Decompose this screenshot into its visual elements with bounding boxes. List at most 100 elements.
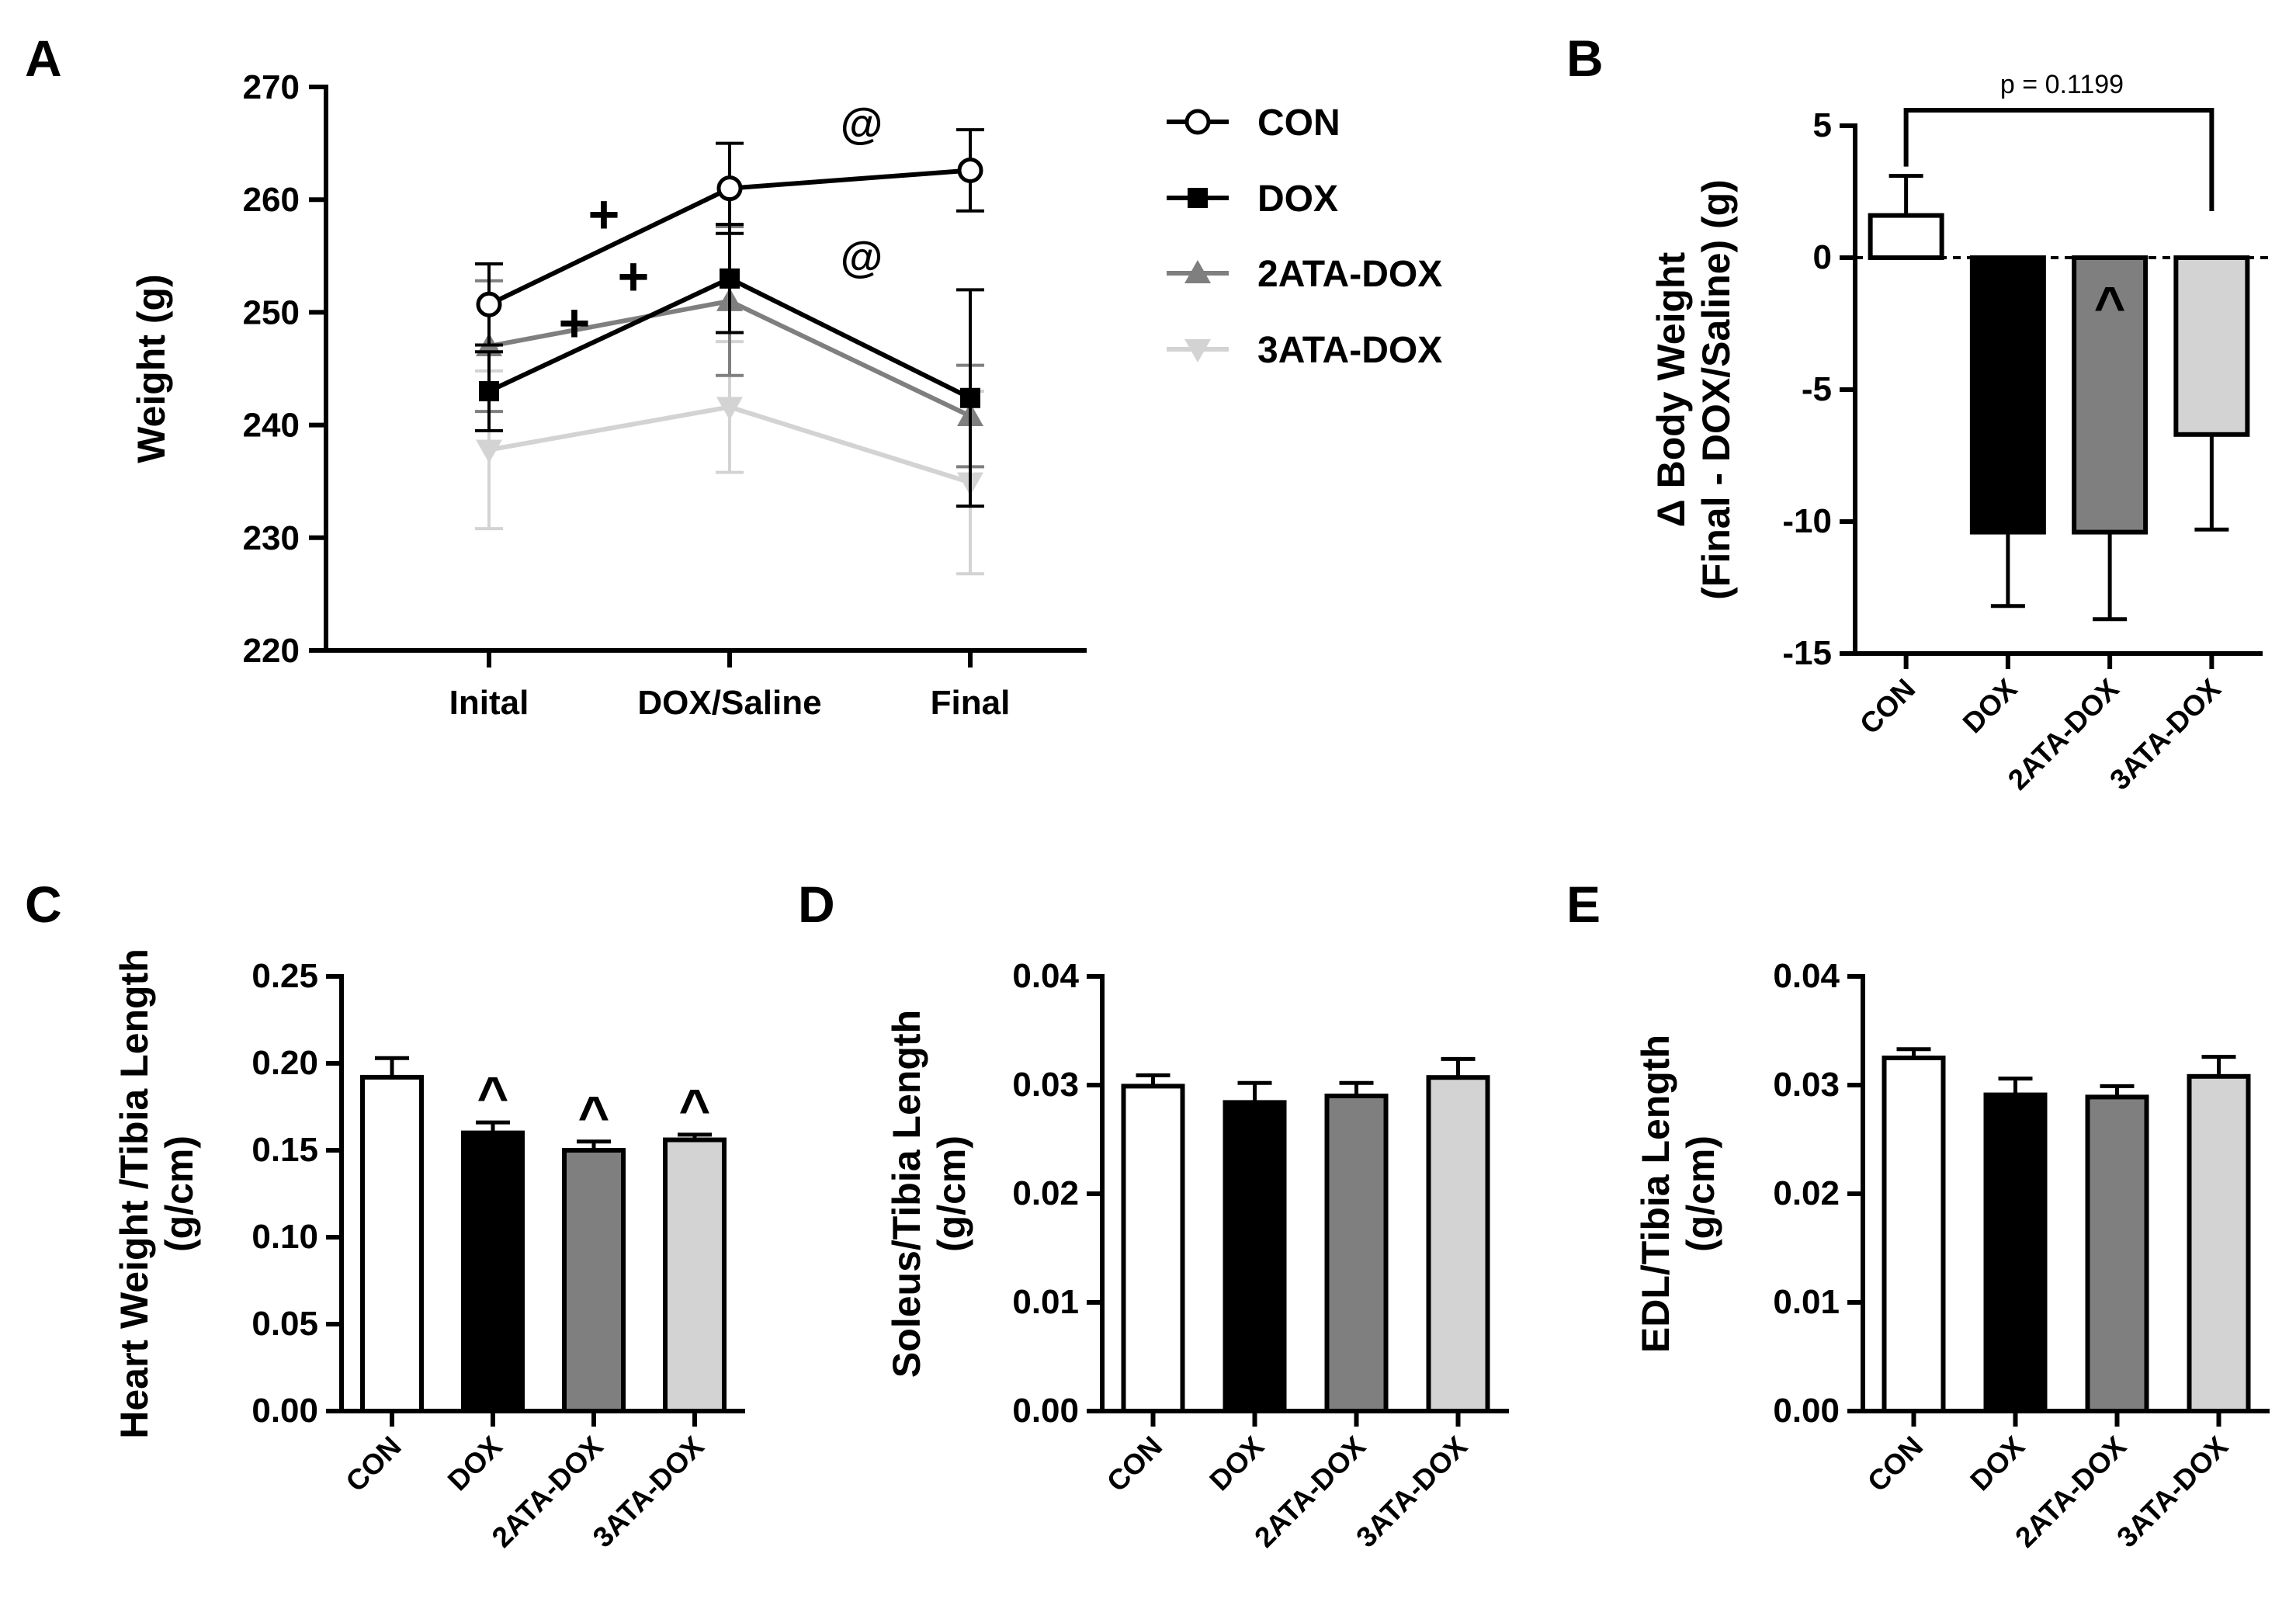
panel-a-y-tick-label: 270 [243, 68, 300, 106]
panel-b-y-tick-label: 5 [1813, 106, 1832, 144]
panel-a-y-tick-label: 220 [243, 632, 300, 670]
panel-d-x-tick-label: CON [1101, 1430, 1168, 1498]
panel-b-significance-bracket [1903, 108, 2214, 211]
panel-b-y-axis-label: Δ Body Weight(Final - DOX/Saline) (g) [1649, 179, 1738, 600]
panel-a-point-dox [479, 381, 499, 402]
panel-c-y-tick-label: 0.00 [251, 1392, 318, 1430]
panel-d-y-tick-label: 0.01 [1012, 1283, 1079, 1321]
panel-c-bar-con [360, 1074, 424, 1414]
panel-a-y-tick-label: 250 [243, 293, 300, 331]
panel-c-y-tick-label: 0.25 [251, 957, 318, 995]
panel-d-y-tick-label: 0.00 [1012, 1392, 1079, 1430]
panel-d-y-axis-label: Soleus/Tibia Length(g/cm) [885, 1010, 973, 1378]
panel-c-x-tick-label: CON [340, 1430, 408, 1498]
panel-b-significance-mark: ^ [1992, 276, 2024, 336]
panel-a-legend-marker [1184, 109, 1211, 135]
panel-c-y-axis-label-line: (g/cm) [158, 1136, 201, 1252]
panel-c-significance-mark: ^ [578, 1085, 610, 1146]
panel-a-label: A [25, 29, 62, 87]
panel-e-bar-dox [1983, 1092, 2048, 1413]
panel-c-y-tick-label: 0.15 [251, 1131, 318, 1169]
panel-c-bar-2ata-dox [562, 1148, 626, 1413]
panel-a-y-axis-label: Weight (g) [130, 274, 173, 463]
panel-a-point-con [957, 157, 983, 183]
panel-b-x-tick-label: CON [1854, 673, 1921, 740]
panel-e-y-tick-label: 0.02 [1773, 1174, 1840, 1212]
panel-c-bar-3ata-dox [663, 1137, 727, 1414]
panel-e-x-tick-label: DOX [1964, 1430, 2031, 1496]
panel-b-bar-3ata-dox [2173, 255, 2250, 437]
panel-a-annotation: + [588, 184, 620, 244]
panel-e-y-tick-label: 0.03 [1773, 1066, 1840, 1104]
panel-a-point-con [716, 175, 743, 202]
panel-d-label: D [798, 876, 835, 933]
panel-c-x-tick-label: 3ATA-DOX [587, 1430, 710, 1553]
panel-a-y-tick-label: 260 [243, 181, 300, 219]
panel-d-y-tick-label: 0.03 [1012, 1066, 1079, 1104]
panel-d-bar-dox [1223, 1100, 1287, 1414]
panel-c-label: C [25, 876, 62, 933]
panel-c-significance-mark: ^ [477, 1066, 509, 1126]
panel-a-x-tick-label: Inital [449, 684, 529, 722]
panel-b-y-tick-label: 0 [1813, 238, 1832, 276]
panel-e-y-tick-label: 0.00 [1773, 1392, 1840, 1430]
panel-a-legend-label: 2ATA-DOX [1257, 254, 1442, 295]
panel-b-bar-2ata-dox [2072, 255, 2149, 535]
panel-b-bar-dox [1969, 255, 2046, 535]
panel-e-y-tick-label: 0.04 [1773, 957, 1840, 995]
panel-e-bar-2ata-dox [2085, 1094, 2149, 1414]
panel-d-bar-2ata-dox [1324, 1094, 1389, 1413]
panel-b-significance-mark: ^ [2094, 276, 2126, 336]
panel-d-bar-con [1121, 1084, 1185, 1414]
panel-d-x-tick-label: 3ATA-DOX [1350, 1430, 1473, 1553]
panel-a-legend-label: 3ATA-DOX [1257, 330, 1442, 371]
panel-a-y-tick-label: 240 [243, 407, 300, 445]
panel-a-x-tick-label: Final [931, 684, 1011, 722]
panel-c-y-axis-label: Heart Weight /Tibia Length(g/cm) [113, 948, 201, 1439]
panel-e-y-tick-label: 0.01 [1773, 1283, 1840, 1321]
panel-a-legend-marker [1188, 188, 1208, 208]
panel-b-x-tick-label: DOX [1957, 672, 2024, 739]
panel-d-y-tick-label: 0.04 [1012, 957, 1079, 995]
panel-c-bar-dox [461, 1130, 525, 1413]
panel-c-y-tick-label: 0.10 [251, 1218, 318, 1256]
panel-a-annotation: @ [841, 99, 883, 147]
panel-a-point-3ata-dox [476, 439, 502, 463]
panel-c-significance-mark: ^ [679, 1078, 711, 1139]
panel-a-annotation: + [559, 293, 591, 353]
panel-a-legend-marker [1184, 339, 1211, 362]
panel-a-point-3ata-dox [716, 397, 743, 421]
panel-a-x-tick-label: DOX/Saline [637, 684, 821, 722]
panel-a-point-dox [720, 268, 740, 289]
panel-b-x-tick-label: 3ATA-DOX [2104, 672, 2227, 796]
panel-a-point-dox [960, 387, 980, 408]
panel-a-legend-label: DOX [1257, 179, 1338, 220]
panel-b-bar-con [1868, 213, 1944, 261]
panel-a-point-con [476, 291, 502, 317]
panel-a-y-tick-label: 230 [243, 519, 300, 557]
panel-d-y-axis-label-line: (g/cm) [930, 1136, 973, 1252]
panel-e-y-axis-label-line: (g/cm) [1679, 1136, 1722, 1252]
panel-b-y-tick-label: -15 [1782, 634, 1832, 672]
panel-e-label: E [1566, 876, 1601, 933]
panel-d-x-tick-label: DOX [1203, 1430, 1270, 1496]
panel-e-x-tick-label: CON [1861, 1430, 1929, 1498]
panel-b-y-tick-label: -10 [1782, 502, 1832, 540]
panel-e-y-axis-label: EDL/Tibia Length(g/cm) [1634, 1035, 1722, 1353]
panel-c-y-axis-label-line: Heart Weight /Tibia Length [113, 948, 156, 1439]
panel-e-bar-3ata-dox [2187, 1073, 2251, 1414]
panel-c-y-tick-label: 0.20 [251, 1044, 318, 1082]
panel-b-p-value: p = 0.1199 [2000, 70, 2124, 99]
panel-a-legend-label: CON [1257, 102, 1340, 144]
panel-b-y-axis-label-line: (Final - DOX/Saline) (g) [1694, 179, 1738, 600]
panel-c-x-tick-label: DOX [442, 1430, 508, 1496]
panel-d-bar-3ata-dox [1426, 1075, 1490, 1413]
panel-a-legend-marker [1184, 260, 1211, 283]
panel-b-y-tick-label: -5 [1802, 370, 1832, 408]
panel-e-y-axis-label-line: EDL/Tibia Length [1634, 1035, 1677, 1353]
panel-e-bar-con [1882, 1056, 1946, 1413]
panel-b-y-axis-label-line: Δ Body Weight [1649, 251, 1693, 527]
panel-d-y-tick-label: 0.02 [1012, 1174, 1079, 1212]
panel-a-annotation: + [618, 246, 650, 307]
